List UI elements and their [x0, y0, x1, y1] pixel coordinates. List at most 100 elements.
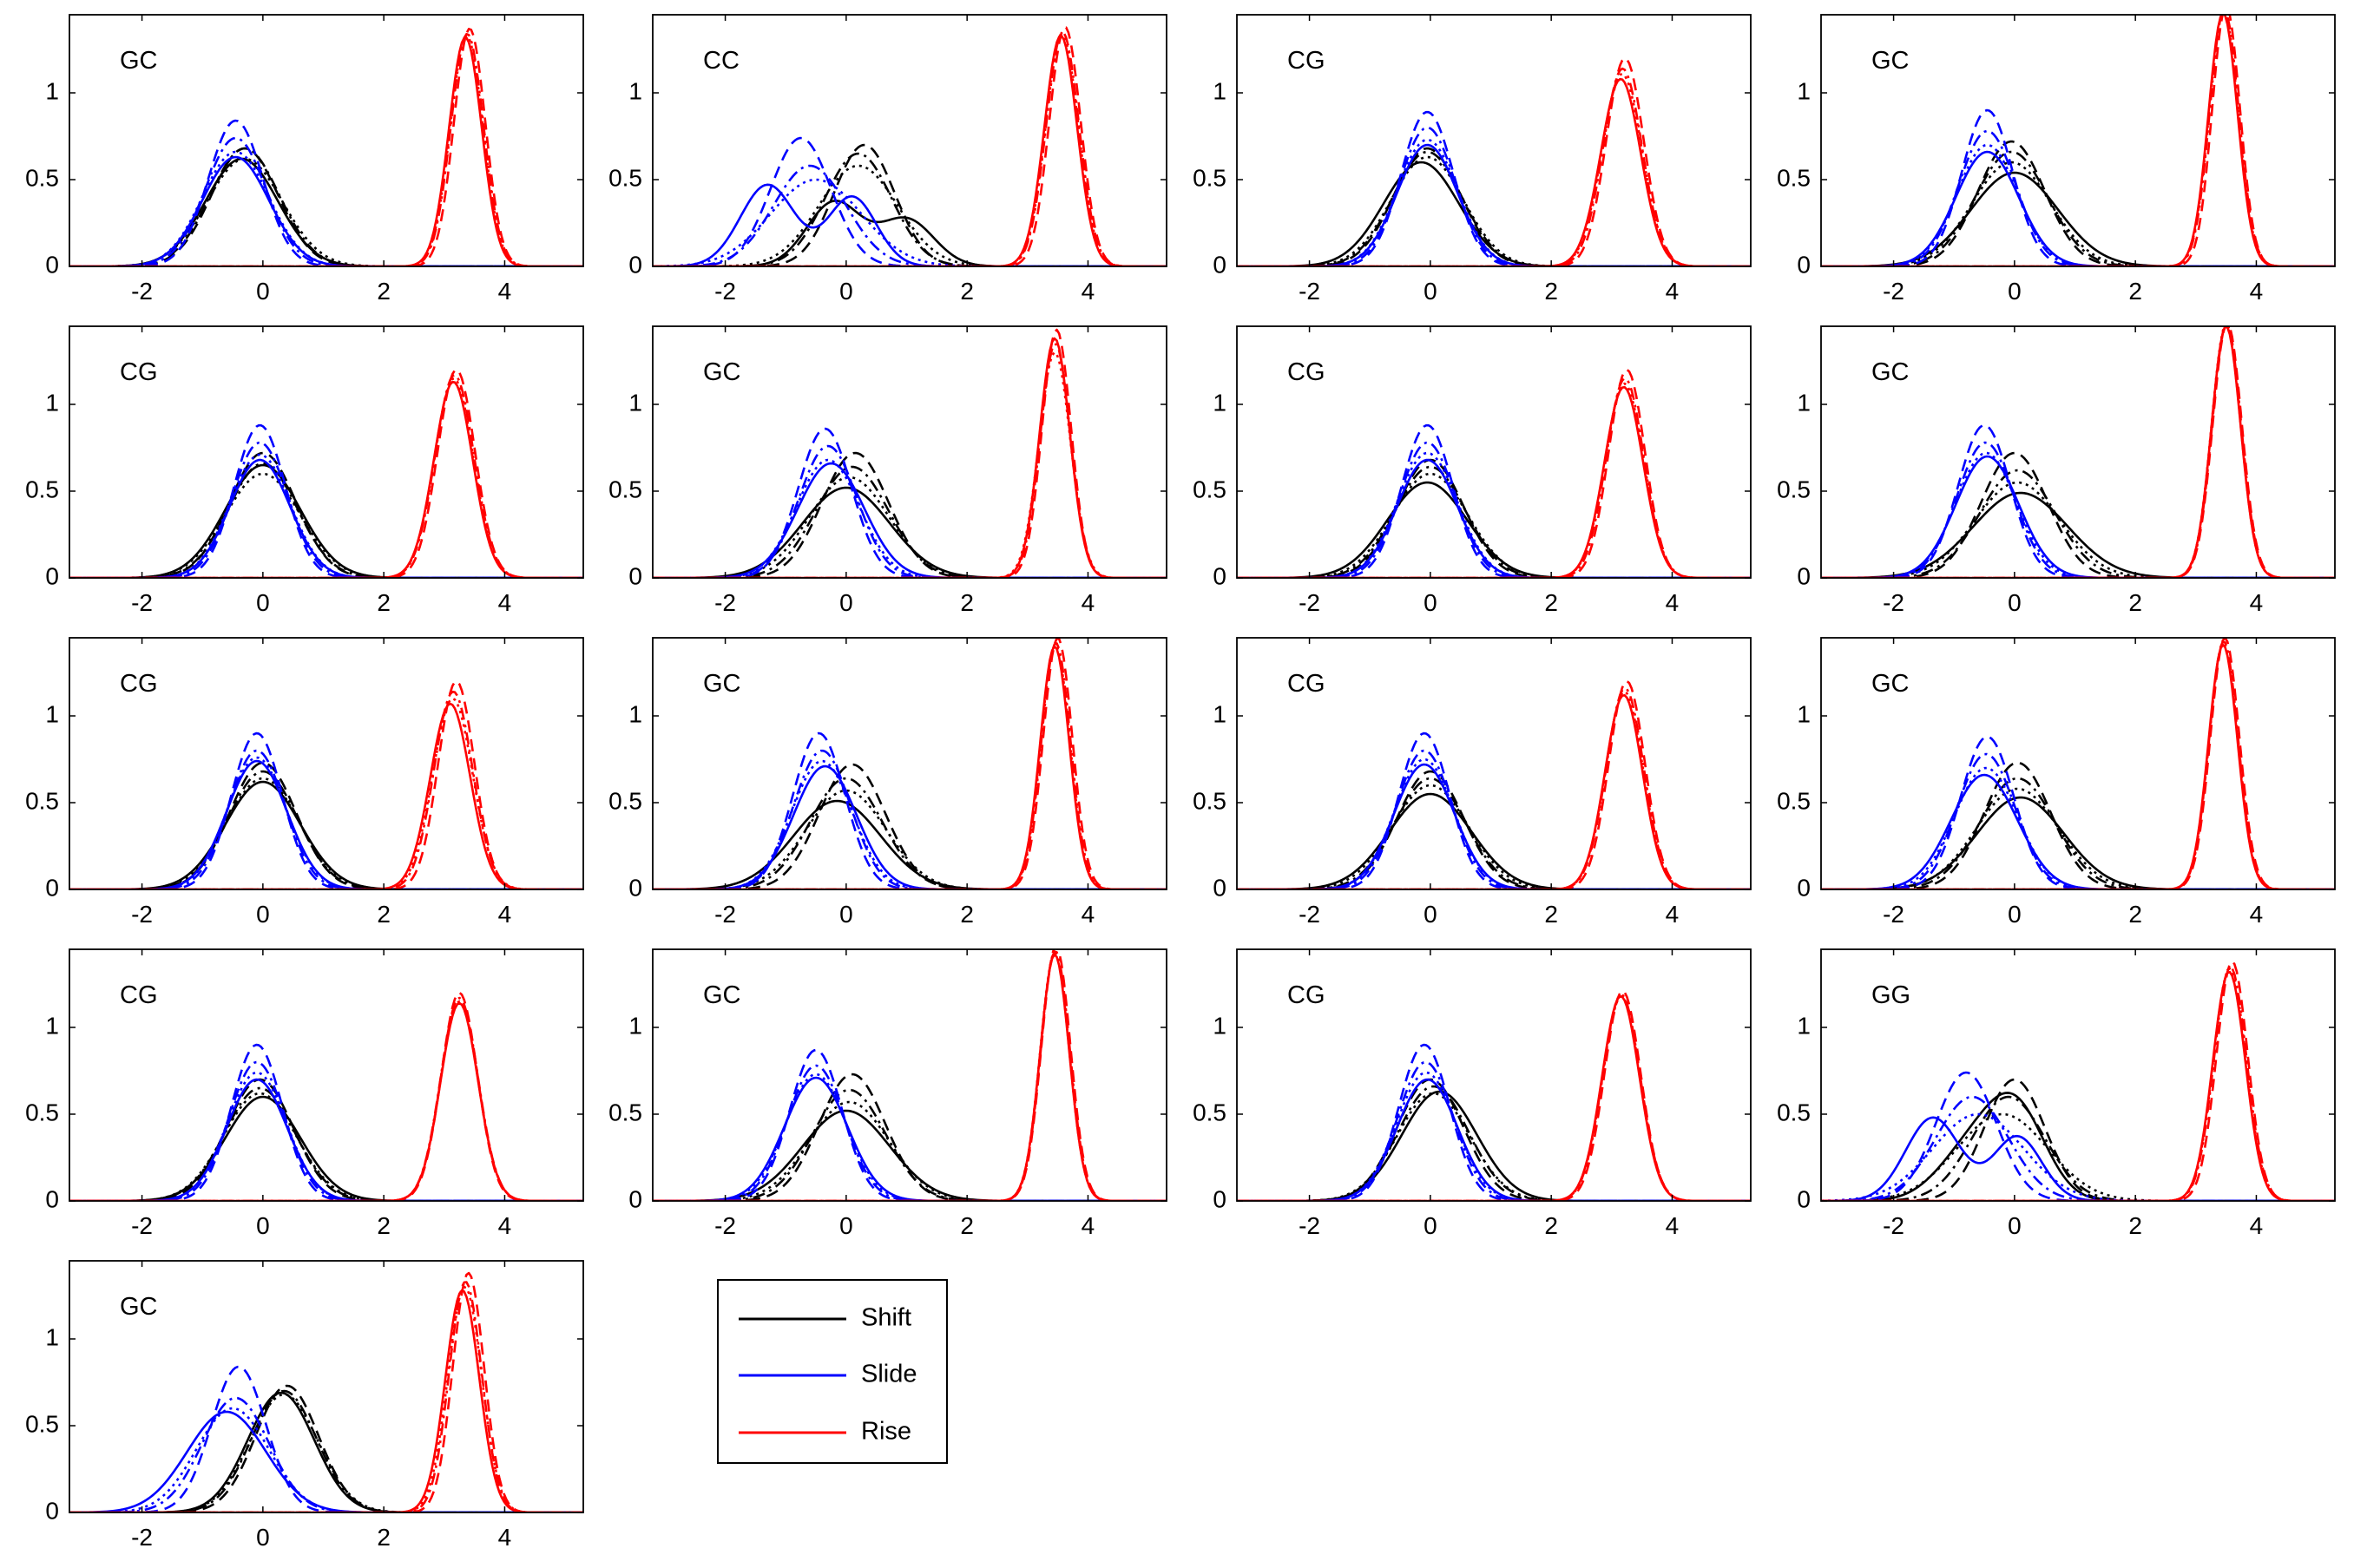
x-tick-label: -2 [1883, 901, 1904, 928]
subplot-10: -2 0 2 4 0 0.5 1 GC [608, 637, 1167, 928]
axes-frame [1236, 325, 1752, 579]
y-tick-label: 0.5 [1193, 1099, 1226, 1125]
y-tick-label: 1 [1797, 700, 1811, 727]
y-tick-label: 0.5 [25, 164, 59, 191]
plot-area [1237, 15, 1751, 266]
subplot-label: CG [1287, 358, 1325, 386]
curve-shift-solid [653, 799, 1167, 889]
subplot-7: -2 0 2 4 0 0.5 1 CG [1193, 325, 1752, 616]
x-tick-label: 4 [498, 589, 512, 616]
y-tick-label: 0.5 [1193, 476, 1226, 502]
y-tick-label: 0 [1213, 251, 1226, 278]
x-tick-label: -2 [131, 589, 153, 616]
x-tick-label: 0 [256, 278, 270, 305]
curve-shift-dashdot [1821, 1095, 2335, 1201]
x-tick-label: 2 [377, 1524, 391, 1551]
x-tick-label: 2 [2128, 901, 2142, 928]
axes-frame [652, 325, 1167, 579]
curve-slide-dashdot [1821, 752, 2335, 889]
y-tick-label: 1 [1213, 1012, 1226, 1039]
subplot-label: CG [1287, 981, 1325, 1009]
legend-label-slide: Slide [861, 1361, 917, 1388]
curve-slide-solid [1821, 150, 2335, 266]
subplot-label: GC [1871, 670, 1910, 698]
subplot-label: GC [1871, 47, 1910, 75]
y-tick-label: 0.5 [25, 1099, 59, 1125]
x-tick-label: -2 [1883, 278, 1904, 305]
subplot-11: -2 0 2 4 0 0.5 1 CG [1193, 637, 1752, 928]
curve-slide-dotted [653, 458, 1167, 578]
curve-rise-dashed [1821, 638, 2335, 889]
curve-shift-dotted [1237, 155, 1751, 266]
x-tick-label: -2 [1299, 278, 1320, 305]
curve-rise-solid [1237, 77, 1751, 266]
x-tick-label: 4 [1082, 901, 1095, 928]
axes-frame [1820, 14, 2336, 267]
y-tick-label: 0.5 [1777, 476, 1811, 502]
x-tick-label: 2 [1544, 278, 1558, 305]
y-tick-label: 1 [1797, 1012, 1811, 1039]
x-tick-label: 4 [1082, 589, 1095, 616]
x-tick-label: 2 [960, 278, 974, 305]
subplot-label: CG [120, 981, 158, 1009]
x-tick-label: 4 [1666, 589, 1680, 616]
curve-shift-dotted [1237, 472, 1751, 578]
y-tick-label: 0.5 [25, 476, 59, 502]
y-tick-label: 0 [45, 562, 59, 589]
curve-shift-solid [1237, 481, 1751, 578]
legend-label-rise: Rise [861, 1418, 911, 1446]
y-tick-label: 0 [628, 562, 642, 589]
x-tick-label: 2 [377, 1212, 391, 1239]
x-tick-label: 2 [377, 278, 391, 305]
x-tick-label: 0 [839, 278, 853, 305]
x-tick-label: -2 [1883, 1212, 1904, 1239]
subplot-label: CC [703, 47, 740, 75]
x-tick-label: 2 [960, 1212, 974, 1239]
subplot-15: -2 0 2 4 0 0.5 1 CG [1193, 948, 1752, 1239]
axes-frame [69, 1260, 584, 1513]
subplot-12: -2 0 2 4 0 0.5 1 GC [1777, 637, 2336, 928]
y-tick-label: 0.5 [1193, 164, 1226, 191]
x-tick-label: 2 [2128, 1212, 2142, 1239]
x-tick-label: -2 [714, 589, 736, 616]
x-tick-label: 2 [2128, 278, 2142, 305]
curve-rise-solid [69, 36, 583, 266]
legend-label-shift: Shift [861, 1304, 911, 1332]
y-tick-label: 0 [1213, 874, 1226, 901]
y-tick-label: 0.5 [608, 476, 642, 502]
y-tick-label: 1 [45, 389, 59, 416]
subplot-label: GC [1871, 358, 1910, 386]
y-tick-label: 1 [1213, 700, 1226, 727]
subplot-8: -2 0 2 4 0 0.5 1 GC [1777, 325, 2336, 616]
curve-slide-dotted [1821, 143, 2335, 266]
axes-frame [69, 948, 584, 1202]
y-tick-label: 1 [45, 700, 59, 727]
curve-slide-dashdot [69, 136, 583, 266]
subplot-label: CG [1287, 670, 1325, 698]
y-tick-label: 0.5 [1777, 164, 1811, 191]
y-tick-label: 0 [1797, 562, 1811, 589]
legend: Shift Slide Rise [717, 1279, 948, 1464]
curve-rise-dashdot [653, 950, 1167, 1201]
x-tick-label: 4 [1082, 278, 1095, 305]
plot-area [69, 638, 583, 889]
y-tick-label: 0 [1797, 251, 1811, 278]
subplot-5: -2 0 2 4 0 0.5 1 CG [25, 325, 584, 616]
axes-frame [69, 325, 584, 579]
curves [1821, 638, 2335, 889]
plot-area [69, 949, 583, 1201]
curve-shift-dotted [69, 1092, 583, 1201]
x-tick-label: -2 [1299, 1212, 1320, 1239]
plot-area [1237, 638, 1751, 889]
subplot-label: GC [703, 670, 741, 698]
curve-shift-solid [1821, 1092, 2335, 1201]
x-tick-label: 4 [1082, 1212, 1095, 1239]
x-tick-label: 2 [2128, 589, 2142, 616]
plot-area [1237, 326, 1751, 578]
curve-slide-dotted [1821, 451, 2335, 578]
x-tick-label: 4 [498, 278, 512, 305]
curve-rise-solid [653, 34, 1167, 266]
subplot-6: -2 0 2 4 0 0.5 1 GC [608, 325, 1167, 616]
axes-frame [1236, 948, 1752, 1202]
